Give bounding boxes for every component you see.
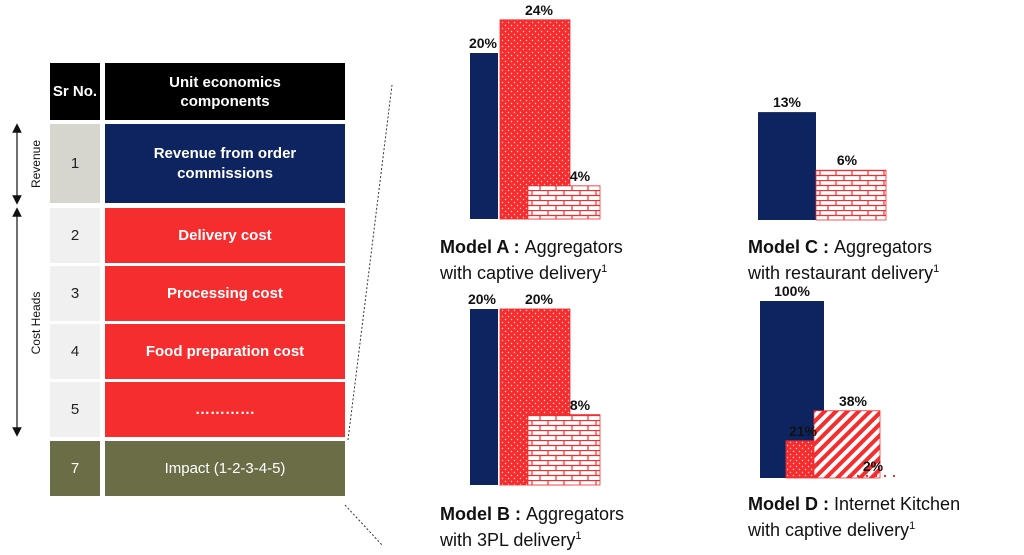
row-2-sr: 2 <box>50 208 100 263</box>
model-d-bar-3 <box>813 410 881 479</box>
row-5-sr: 5 <box>50 382 100 437</box>
model-b-value-label-2: 20% <box>524 291 554 307</box>
model-a-value-label-3: 4% <box>569 167 591 184</box>
row-4-sr: 4 <box>50 324 100 379</box>
model-c-name: Model C <box>748 237 818 257</box>
row-3-sr: 3 <box>50 266 100 321</box>
row-7-component: Impact (1-2-3-4-5) <box>105 441 345 496</box>
model-d-value-label-1: 100% <box>774 283 810 299</box>
row-4-component: Food preparation cost <box>105 324 345 379</box>
model-a-bar-3 <box>527 185 601 220</box>
model-d-value-label-3: 38% <box>838 392 868 409</box>
model-b-name: Model B <box>440 504 510 524</box>
model-d-bar-2 <box>785 440 817 479</box>
row-2-component: Delivery cost <box>105 208 345 263</box>
model-b-value-label-1: 20% <box>467 291 497 307</box>
model-d-caption: Model D : Internet Kitchen with captive … <box>748 494 961 540</box>
row-7-sr: 7 <box>50 441 100 496</box>
model-a-value-label-1: 20% <box>468 35 498 51</box>
row-5-component: ………… <box>105 382 345 437</box>
row-3-component: Processing cost <box>105 266 345 321</box>
model-a-bar-1 <box>470 53 498 219</box>
model-d-value-label-4: 2% <box>862 458 884 474</box>
model-c-bar-1 <box>758 112 816 220</box>
side-arrows <box>12 123 22 437</box>
model-a-name: Model A <box>440 237 509 257</box>
model-a-value-label-2: 24% <box>524 1 554 18</box>
row-1-sr: 1 <box>50 124 100 203</box>
model-a-caption: Model A : Aggregators with captive deliv… <box>440 237 623 283</box>
row-1-component: Revenue from order commissions <box>105 124 345 203</box>
model-b-bar-1 <box>470 309 498 485</box>
header-components: Unit economics components <box>105 63 345 120</box>
model-b-bar-3 <box>527 414 601 486</box>
model-c-caption: Model C : Aggregators with restaurant de… <box>748 237 940 283</box>
model-c-value-label-2: 6% <box>836 152 858 169</box>
model-c-value-label-1: 13% <box>772 94 802 111</box>
header-sr-no: Sr No. <box>50 63 100 120</box>
model-d-name: Model D <box>748 494 818 514</box>
model-b-value-label-3: 8% <box>569 396 591 413</box>
model-d-value-label-2: 21% <box>788 422 818 439</box>
model-c-bar-2 <box>815 169 887 221</box>
model-b-caption: Model B : Aggregators with 3PL delivery1 <box>440 504 625 550</box>
